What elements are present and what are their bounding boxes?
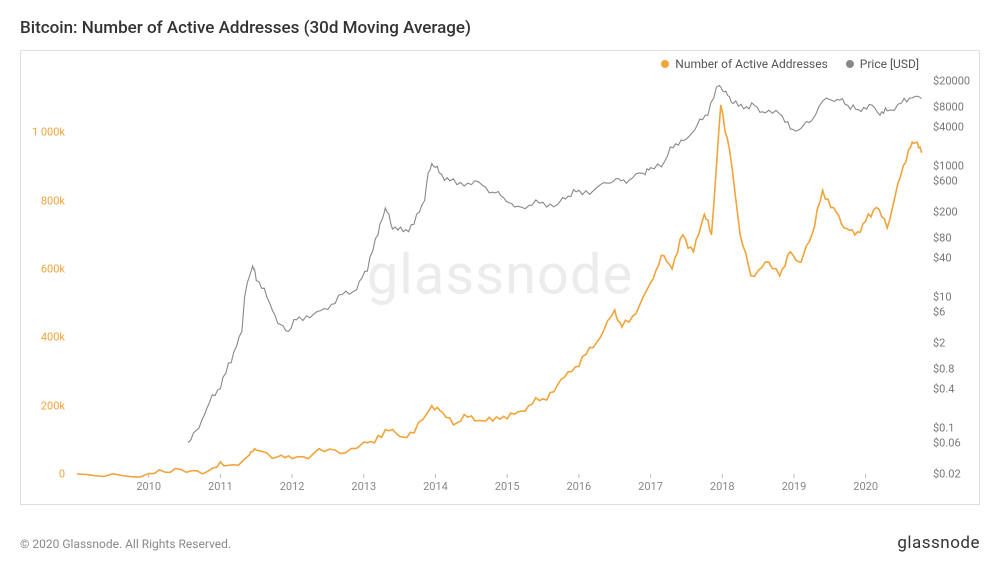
- y-right-tick: $600: [927, 174, 979, 187]
- chart-svg: [77, 81, 923, 474]
- x-axis: 2010 2011 2012 2013 2014 2015 2016 2017 2018 2019…: [77, 480, 923, 498]
- y-right-tick: $0.8: [927, 363, 979, 376]
- legend-label-addresses: Number of Active Addresses: [675, 57, 828, 71]
- legend-dot-addresses: [661, 60, 669, 68]
- y-right-tick: $2: [927, 336, 979, 349]
- y-left-tick: 1 000k: [21, 126, 71, 139]
- x-tick: 2013: [351, 480, 376, 493]
- x-tick: 2018: [710, 480, 735, 493]
- copyright-text: © 2020 Glassnode. All Rights Reserved.: [20, 537, 231, 551]
- y-right-tick: $6: [927, 305, 979, 318]
- legend-item-price: Price [USD]: [846, 57, 919, 71]
- y-right-tick: $80: [927, 232, 979, 245]
- x-tick: 2019: [782, 480, 807, 493]
- legend-label-price: Price [USD]: [860, 57, 919, 71]
- y-right-tick: $1000: [927, 160, 979, 173]
- footer: © 2020 Glassnode. All Rights Reserved. g…: [20, 533, 980, 553]
- addresses-line: [77, 105, 922, 477]
- y-left-tick: 400k: [21, 331, 71, 344]
- y-right-tick: $8000: [927, 101, 979, 114]
- legend: Number of Active Addresses Price [USD]: [661, 57, 919, 71]
- y-axis-left: 0200k400k600k800k1 000k: [21, 81, 71, 474]
- y-right-tick: $4000: [927, 120, 979, 133]
- plot-area: glassnode: [77, 81, 923, 474]
- legend-dot-price: [846, 60, 854, 68]
- y-right-tick: $40: [927, 251, 979, 264]
- x-tick: 2017: [638, 480, 663, 493]
- y-right-tick: $0.1: [927, 422, 979, 435]
- x-tick: 2014: [423, 480, 448, 493]
- y-right-tick: $0.02: [927, 468, 979, 481]
- chart-title: Bitcoin: Number of Active Addresses (30d…: [20, 18, 471, 38]
- x-tick: 2012: [280, 480, 305, 493]
- y-right-tick: $0.4: [927, 382, 979, 395]
- x-tick: 2016: [566, 480, 591, 493]
- x-tick: 2010: [136, 480, 161, 493]
- y-right-tick: $0.06: [927, 436, 979, 449]
- y-left-tick: 800k: [21, 194, 71, 207]
- y-left-tick: 0: [21, 468, 71, 481]
- legend-item-addresses: Number of Active Addresses: [661, 57, 828, 71]
- y-right-tick: $20000: [927, 75, 979, 88]
- x-tick: 2015: [495, 480, 520, 493]
- chart-container: Number of Active Addresses Price [USD] 0…: [20, 50, 980, 505]
- y-right-tick: $10: [927, 291, 979, 304]
- y-axis-right: $0.02$0.06$0.1$0.4$0.8$2$6$10$40$80$200$…: [927, 81, 979, 474]
- brand-logo: glassnode: [897, 533, 980, 553]
- y-left-tick: 200k: [21, 399, 71, 412]
- y-left-tick: 600k: [21, 262, 71, 275]
- y-right-tick: $200: [927, 205, 979, 218]
- x-tick: 2020: [853, 480, 878, 493]
- x-tick: 2011: [208, 480, 233, 493]
